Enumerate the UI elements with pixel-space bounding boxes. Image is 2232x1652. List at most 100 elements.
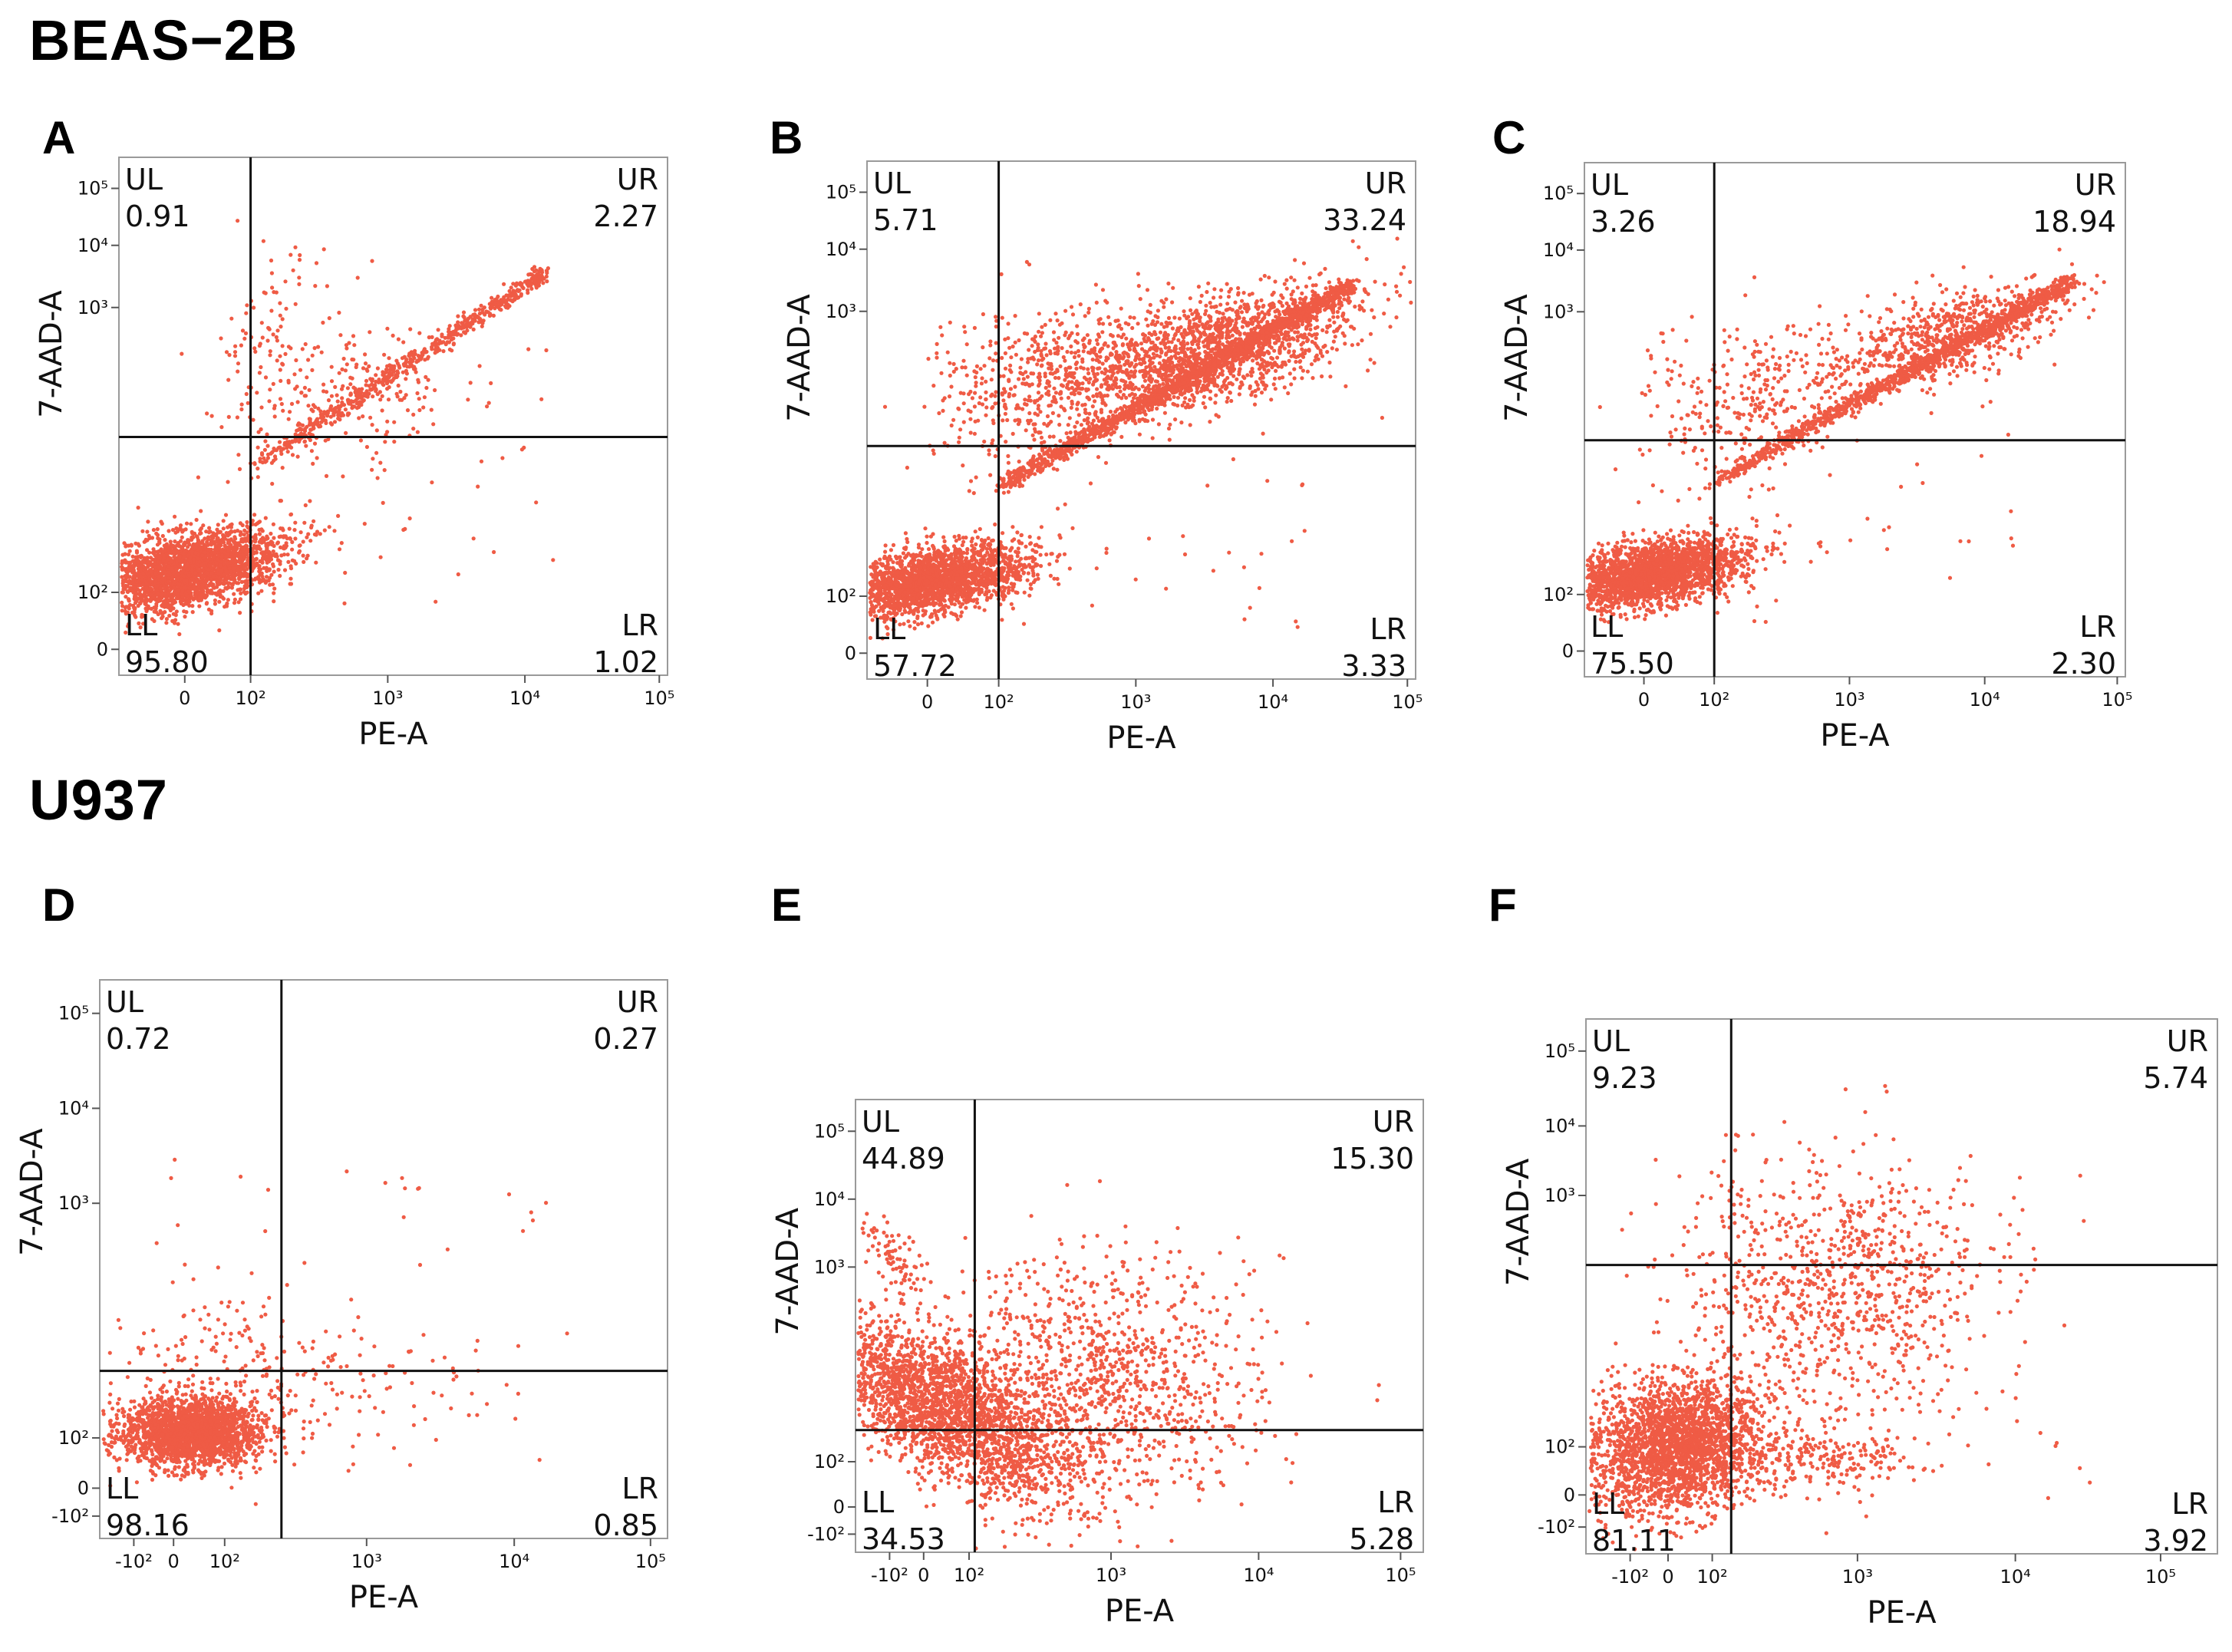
event-dot <box>894 583 899 588</box>
event-dot <box>370 423 374 427</box>
event-dot <box>973 529 978 534</box>
event-dot <box>941 604 946 608</box>
event-dot <box>226 552 230 557</box>
event-dot <box>154 602 159 606</box>
event-dot <box>180 570 184 575</box>
event-dot <box>183 540 187 545</box>
event-dot <box>901 551 905 556</box>
event-dot <box>985 550 990 555</box>
event-dot <box>174 526 179 531</box>
event-dot <box>297 258 302 262</box>
panel-letter-b: B <box>770 112 803 163</box>
event-dot <box>293 245 298 249</box>
event-dot <box>1005 578 1010 582</box>
quadrant-name-lr: LR <box>621 608 658 642</box>
event-dot <box>1009 602 1014 606</box>
event-dot <box>260 529 265 533</box>
event-dot <box>926 624 931 628</box>
event-dot <box>394 391 399 396</box>
event-dot <box>239 567 243 572</box>
event-dot <box>370 378 374 384</box>
event-dot <box>489 381 493 385</box>
event-dot <box>272 404 277 408</box>
event-dot <box>295 428 299 433</box>
event-dot <box>219 336 223 341</box>
event-dot <box>245 524 249 529</box>
event-dot <box>970 581 974 585</box>
event-dot <box>190 538 194 542</box>
event-dot <box>424 385 429 391</box>
event-dot <box>454 325 459 330</box>
event-dot <box>431 342 436 347</box>
event-dot <box>120 561 124 566</box>
event-dot <box>150 569 154 573</box>
event-dot <box>149 592 153 597</box>
event-dot <box>217 599 222 604</box>
event-dot <box>199 526 203 531</box>
event-dot <box>363 361 368 366</box>
event-dot <box>240 328 246 333</box>
event-dot <box>230 572 236 578</box>
event-dot <box>168 539 173 544</box>
event-dot <box>290 547 295 552</box>
event-dot <box>534 268 539 272</box>
event-dot <box>396 337 401 341</box>
event-dot <box>307 431 312 436</box>
event-dot <box>422 348 427 353</box>
event-dot <box>218 580 223 585</box>
event-dot <box>272 458 276 463</box>
event-dot <box>259 559 264 563</box>
event-dot <box>417 407 422 413</box>
event-dot <box>293 536 298 541</box>
event-dot <box>157 566 161 570</box>
event-dot <box>190 564 195 569</box>
event-dot <box>242 528 247 533</box>
event-dot <box>263 460 268 464</box>
event-dot <box>251 559 256 563</box>
event-dot <box>172 585 176 590</box>
event-dot <box>281 408 285 413</box>
event-dot <box>313 284 318 289</box>
event-dot <box>170 528 176 533</box>
event-dot <box>304 444 308 448</box>
event-dot <box>197 531 203 536</box>
event-dot <box>386 397 391 402</box>
event-dot <box>335 393 339 397</box>
event-dot <box>357 416 361 420</box>
event-dot <box>385 326 390 331</box>
event-dot <box>121 578 126 582</box>
event-dot <box>1039 545 1043 549</box>
event-dot <box>332 408 337 413</box>
event-dot <box>224 531 229 536</box>
event-dot <box>958 605 963 609</box>
event-dot <box>271 332 275 337</box>
event-dot <box>1010 525 1015 529</box>
event-dot <box>274 335 279 339</box>
event-dot <box>460 321 464 325</box>
event-dot <box>236 600 241 605</box>
event-dot <box>263 439 268 444</box>
event-dot <box>176 589 181 593</box>
event-dot <box>528 282 532 286</box>
event-dot <box>418 357 424 361</box>
event-dot <box>197 546 202 551</box>
event-dot <box>278 354 282 358</box>
event-dot <box>374 379 378 384</box>
event-dot <box>209 535 214 539</box>
event-dot <box>279 553 284 558</box>
event-dot <box>278 397 283 401</box>
event-dot <box>382 468 387 473</box>
event-dot <box>935 615 939 621</box>
event-dot <box>1044 552 1049 557</box>
event-dot <box>948 597 952 602</box>
event-dot <box>916 559 921 563</box>
event-dot <box>394 358 399 363</box>
event-dot <box>387 385 391 390</box>
event-dot <box>394 374 399 380</box>
event-dot <box>286 378 291 383</box>
event-dot <box>371 457 375 461</box>
event-dot <box>1094 566 1099 571</box>
event-dot <box>184 610 189 615</box>
event-dot <box>199 562 204 567</box>
event-dot <box>134 555 138 559</box>
